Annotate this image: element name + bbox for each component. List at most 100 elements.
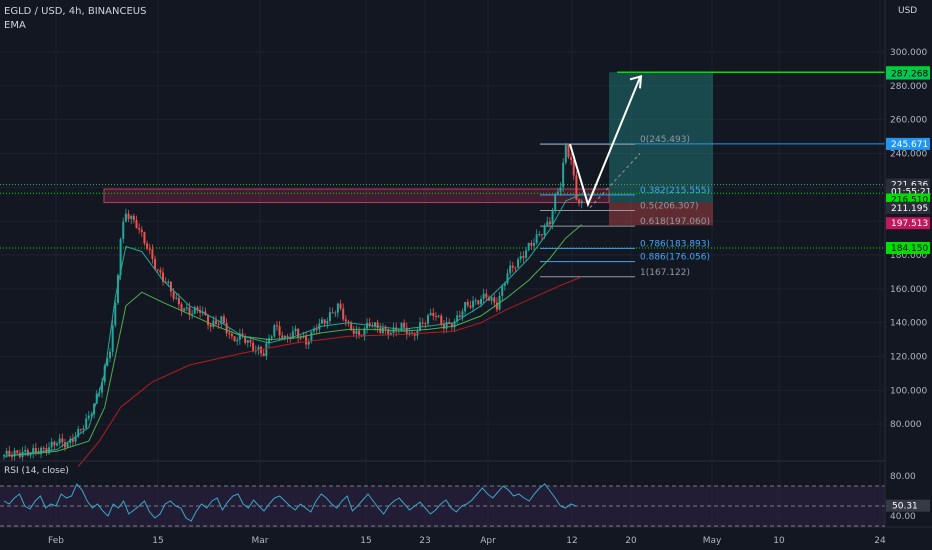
- candle-body: [233, 336, 236, 342]
- candle-body: [411, 332, 414, 334]
- candle-body: [334, 312, 337, 314]
- candle-body: [29, 453, 32, 456]
- price-tag-label: 287.268: [891, 70, 928, 80]
- candle-body: [53, 441, 56, 446]
- time-tick-label: May: [703, 536, 722, 546]
- candle-body: [188, 307, 191, 315]
- candle-body: [344, 319, 347, 322]
- candle-body: [538, 234, 541, 236]
- price-tick-label: 260.000: [890, 116, 927, 126]
- time-tick-label: 12: [566, 536, 577, 546]
- candle-body: [24, 449, 27, 452]
- target-profit-zone[interactable]: [609, 72, 713, 203]
- ema-fast-line: [3, 193, 582, 457]
- candle-body: [177, 297, 180, 305]
- candle-body: [143, 232, 146, 244]
- candle-body: [77, 428, 80, 437]
- candle-body: [389, 333, 392, 336]
- candle-body: [275, 325, 278, 327]
- candle-body: [169, 281, 172, 292]
- price-tag-label: 245.671: [891, 140, 928, 150]
- candle-body: [509, 265, 512, 274]
- candle-body: [376, 322, 379, 329]
- symbol-title: EGLD / USD, 4h, BINANCEUS: [4, 6, 147, 17]
- price-tags: 50.31288.029287.268245.671221.63601:55:2…: [886, 66, 931, 512]
- rsi-label: RSI (14, close): [4, 466, 69, 476]
- fib-label: 0.382(215.555): [640, 186, 710, 196]
- ema-lines: [3, 193, 583, 467]
- candle-body: [95, 393, 98, 404]
- candle-body: [180, 304, 183, 312]
- rsi-tick-label: 80.00: [890, 472, 916, 482]
- candle-body: [196, 307, 199, 310]
- candle-body: [71, 438, 74, 442]
- candle-body: [32, 447, 35, 454]
- price-tick-label: 240.000: [890, 150, 927, 160]
- candle-body: [222, 316, 225, 323]
- time-tick-label: 15: [360, 536, 371, 546]
- candle-body: [530, 242, 533, 246]
- candle-body: [286, 335, 289, 338]
- candle-body: [440, 315, 443, 325]
- stop-loss-zone[interactable]: [609, 202, 713, 226]
- candle-body: [273, 325, 276, 337]
- candle-body: [328, 312, 331, 322]
- candle-body: [546, 221, 549, 227]
- candle-body: [87, 415, 90, 419]
- candle-body: [477, 300, 480, 305]
- candle-body: [307, 341, 310, 345]
- resistance-zone[interactable]: [103, 188, 610, 204]
- candle-body: [85, 418, 88, 429]
- candle-body: [127, 213, 130, 219]
- candle-body: [244, 336, 247, 343]
- candle-body: [387, 328, 390, 336]
- candle-body: [132, 215, 135, 220]
- candle-body: [124, 213, 127, 222]
- candle-body: [578, 199, 581, 204]
- candle-body: [8, 450, 11, 457]
- candle-body: [209, 325, 212, 327]
- candle-body: [249, 340, 252, 343]
- candle-body: [159, 270, 162, 273]
- candle-body: [384, 328, 387, 330]
- candle-body: [400, 322, 403, 331]
- price-tick-label: 280.000: [890, 82, 927, 92]
- candle-body: [236, 339, 239, 342]
- candle-body: [458, 315, 461, 318]
- candle-body: [570, 157, 573, 161]
- candle-body: [257, 346, 260, 350]
- candle-body: [299, 337, 302, 339]
- candle-body: [215, 320, 217, 324]
- candle-body: [34, 447, 37, 453]
- candle-body: [326, 321, 329, 324]
- candle-body: [154, 258, 157, 270]
- price-tick-label: 160.000: [890, 285, 927, 295]
- candle-body: [342, 308, 345, 320]
- candle-body: [13, 450, 16, 457]
- candle-body: [16, 450, 19, 453]
- candle-body: [281, 335, 284, 339]
- candle-body: [432, 312, 435, 317]
- candle-body: [294, 328, 297, 332]
- candle-body: [40, 447, 43, 455]
- candle-body: [111, 325, 114, 352]
- price-tag: [886, 201, 930, 214]
- candle-body: [156, 269, 159, 271]
- candle-body: [366, 322, 369, 329]
- candle-body: [562, 162, 565, 188]
- candle-body: [175, 297, 178, 299]
- candle-body: [193, 307, 196, 314]
- candle-body: [368, 322, 371, 326]
- price-tick-label: 120.000: [890, 353, 927, 363]
- rsi-value-label: 50.31: [892, 502, 918, 512]
- candle-body: [183, 308, 186, 312]
- candle-body: [302, 336, 305, 338]
- candle-body: [63, 442, 66, 448]
- fib-label: 0.618(197.060): [640, 217, 710, 227]
- candle-body: [50, 441, 53, 448]
- candle-body: [116, 275, 119, 303]
- candle-body: [119, 239, 122, 276]
- candle-body: [162, 272, 164, 282]
- candle-body: [122, 221, 125, 240]
